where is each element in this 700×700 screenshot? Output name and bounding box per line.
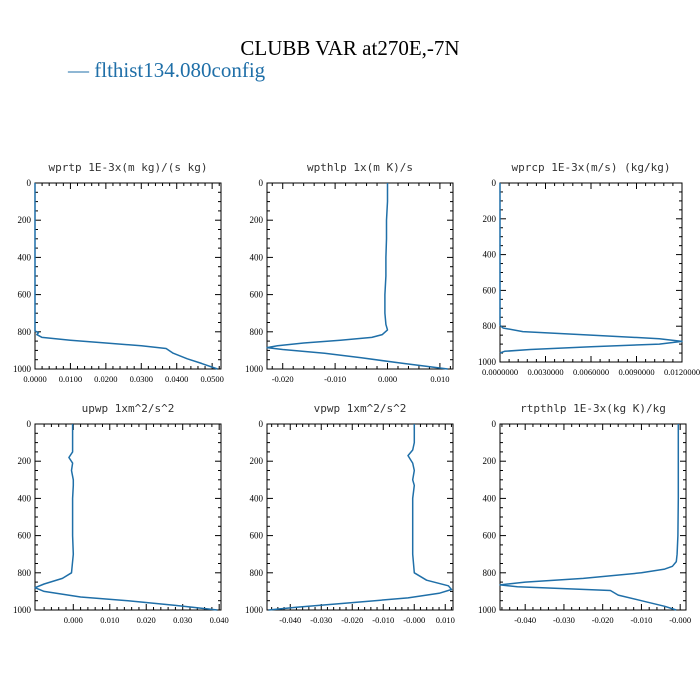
y-tick-label: 800 xyxy=(18,327,32,337)
x-tick-label: 0.0120000 xyxy=(664,367,700,377)
panel-3: wprcp 1E-3x(m/s) (kg/kg) 0 200 400 600 800 100… xyxy=(478,161,700,377)
x-tick-label: -0.000 xyxy=(403,615,425,625)
x-tick-label: 0.010 xyxy=(100,615,119,625)
panel-title: wprtp 1E-3x(m kg)/(s kg) xyxy=(49,161,208,174)
legend-swatch: — xyxy=(68,58,95,82)
y-tick-label: 200 xyxy=(250,215,264,225)
legend: — flthist134.080config xyxy=(68,58,265,83)
y-tick-label: 600 xyxy=(18,531,32,541)
x-tick-label: 0.0060000 xyxy=(573,367,609,377)
y-tick-label: 400 xyxy=(18,252,32,262)
y-tick-label: 200 xyxy=(18,215,32,225)
x-tick-label: -0.030 xyxy=(553,615,575,625)
x-tick-label: 0.000 xyxy=(64,615,83,625)
x-tick-label: 0.0030000 xyxy=(527,367,563,377)
x-tick-label: 0.0100 xyxy=(59,374,82,384)
y-tick-label: 600 xyxy=(483,285,497,295)
y-tick-label: 400 xyxy=(483,250,497,260)
x-tick-label: -0.020 xyxy=(592,615,614,625)
x-tick-label: -0.020 xyxy=(272,374,294,384)
y-tick-label: 1000 xyxy=(478,605,497,615)
plot-frame xyxy=(34,182,222,370)
x-tick-label: 0.010 xyxy=(436,615,455,625)
main-title: CLUBB VAR at270E,-7N xyxy=(240,36,460,60)
x-tick-label: -0.010 xyxy=(324,374,346,384)
y-tick-label: 800 xyxy=(18,568,32,578)
plot-frame xyxy=(266,182,454,370)
y-tick-label: 1000 xyxy=(245,605,264,615)
legend-label: flthist134.080config xyxy=(94,58,266,82)
panel-5: vpwp 1xm^2/s^2 0 200 400 600 800 1000 -0.040 -0.… xyxy=(245,402,455,625)
y-tick-label: 600 xyxy=(250,531,264,541)
panel-title: wpthlp 1x(m K)/s xyxy=(307,161,413,174)
y-tick-label: 1000 xyxy=(13,605,32,615)
series-line xyxy=(499,424,680,611)
panel-1: wprtp 1E-3x(m kg)/(s kg) 0 200 400 600 800 100… xyxy=(13,161,224,384)
x-tick-label: -0.020 xyxy=(341,615,363,625)
x-tick-label: -0.010 xyxy=(630,615,652,625)
y-tick-label: 800 xyxy=(483,321,497,331)
x-tick-label: -0.000 xyxy=(669,615,691,625)
x-tick-label: 0.040 xyxy=(210,615,229,625)
y-tick-label: 200 xyxy=(483,456,497,466)
y-tick-label: 200 xyxy=(250,456,264,466)
x-tick-label: 0.0090000 xyxy=(618,367,654,377)
y-tick-label: 600 xyxy=(18,290,32,300)
y-tick-label: 800 xyxy=(250,327,264,337)
series-line xyxy=(266,183,448,370)
x-tick-label: 0.030 xyxy=(173,615,192,625)
y-tick-label: 0 xyxy=(492,419,497,429)
x-tick-label: 0.0500 xyxy=(200,374,223,384)
x-tick-label: -0.040 xyxy=(279,615,301,625)
series-line xyxy=(34,424,218,611)
y-tick-label: 0 xyxy=(27,419,32,429)
panel-4: upwp 1xm^2/s^2 0 200 400 600 800 1000 0.000 0.01… xyxy=(13,402,229,625)
x-tick-label: -0.040 xyxy=(514,615,536,625)
y-tick-label: 400 xyxy=(250,493,264,503)
plot-frame xyxy=(34,423,222,611)
series-line xyxy=(499,183,683,354)
x-tick-label: -0.010 xyxy=(372,615,394,625)
x-tick-label: 0.0000000 xyxy=(482,367,518,377)
y-tick-label: 0 xyxy=(259,419,264,429)
panel-title: upwp 1xm^2/s^2 xyxy=(82,402,175,415)
panel-title: wprcp 1E-3x(m/s) (kg/kg) xyxy=(512,161,671,174)
y-tick-label: 400 xyxy=(250,252,264,262)
x-tick-label: 0.010 xyxy=(430,374,449,384)
x-tick-label: 0.0400 xyxy=(165,374,188,384)
y-tick-label: 400 xyxy=(483,493,497,503)
x-tick-label: 0.0200 xyxy=(94,374,117,384)
panel-2: wpthlp 1x(m K)/s 0 200 400 600 800 1000 -0.020 -… xyxy=(245,161,454,384)
x-tick-label: 0.000 xyxy=(378,374,397,384)
y-tick-label: 800 xyxy=(483,568,497,578)
plot-frame xyxy=(266,423,454,611)
y-tick-label: 400 xyxy=(18,493,32,503)
series-line xyxy=(268,424,453,611)
x-tick-label: -0.030 xyxy=(310,615,332,625)
y-tick-label: 600 xyxy=(483,531,497,541)
x-tick-label: 0.0000 xyxy=(23,374,46,384)
y-tick-label: 600 xyxy=(250,290,264,300)
y-tick-label: 1000 xyxy=(13,364,32,374)
panel-title: vpwp 1xm^2/s^2 xyxy=(314,402,407,415)
y-tick-label: 200 xyxy=(483,214,497,224)
x-tick-label: 0.020 xyxy=(137,615,156,625)
panel-title: rtpthlp 1E-3x(kg K)/kg xyxy=(520,402,666,415)
y-tick-label: 0 xyxy=(27,178,32,188)
y-tick-label: 0 xyxy=(492,178,497,188)
y-tick-label: 800 xyxy=(250,568,264,578)
y-tick-label: 200 xyxy=(18,456,32,466)
y-tick-label: 0 xyxy=(259,178,264,188)
y-tick-label: 1000 xyxy=(245,364,264,374)
x-tick-label: 0.0300 xyxy=(130,374,153,384)
panel-6: rtpthlp 1E-3x(kg K)/kg 0 200 400 600 800 1000 -… xyxy=(478,402,691,625)
series-line xyxy=(34,183,218,370)
y-tick-label: 1000 xyxy=(478,357,497,367)
